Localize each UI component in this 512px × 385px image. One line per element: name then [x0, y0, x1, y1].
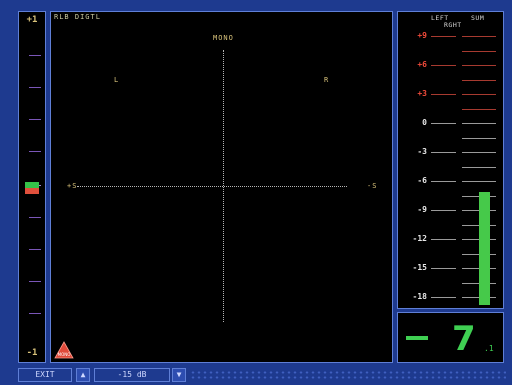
meter-scale-line	[431, 181, 456, 182]
meter-header-sum: SUM	[471, 14, 485, 22]
meter-scale-line	[431, 268, 456, 269]
meter-scale-line	[462, 109, 496, 110]
correlation-bottom-label: -1	[26, 348, 38, 358]
correlation-indicator	[25, 182, 39, 194]
meter-scale-label: +6	[417, 60, 427, 69]
correlation-tick	[29, 151, 41, 152]
meter-scale-line	[431, 239, 456, 240]
meter-header-left: LEFT	[431, 14, 449, 22]
level-readout: 7 .1	[397, 312, 504, 363]
meter-header-right: RGHT	[444, 21, 462, 29]
correlation-tick	[29, 55, 41, 56]
right-channel-label: R	[324, 76, 330, 84]
correlation-indicator-red	[25, 188, 39, 194]
readout-decimal: .1	[484, 344, 494, 353]
meter-scale-label: +9	[417, 31, 427, 40]
side-axis-line	[77, 186, 347, 187]
meter-scale-line	[462, 65, 496, 66]
status-dot-row	[190, 370, 506, 380]
meter-scale-line	[431, 123, 456, 124]
correlation-meter: +1 -1	[18, 11, 46, 363]
minus-s-label: -S	[367, 182, 378, 190]
meter-scale-line	[431, 36, 456, 37]
meter-scale-line	[462, 123, 496, 124]
correlation-tick	[29, 217, 41, 218]
meter-scale-label: -6	[417, 176, 427, 185]
range-up-button[interactable]: ▲	[76, 368, 90, 382]
correlation-indicator-green	[25, 182, 39, 188]
meter-scale-line	[462, 51, 496, 52]
range-down-button[interactable]: ▼	[172, 368, 186, 382]
meter-scale-line	[431, 94, 456, 95]
sum-level-bar	[479, 192, 490, 305]
meter-scale-label: -12	[412, 234, 427, 243]
plus-s-label: +S	[67, 182, 78, 190]
readout-value: 7	[452, 319, 476, 359]
readout-sign	[406, 336, 428, 340]
meter-scale-line	[431, 297, 456, 298]
mono-badge-text: MONO	[58, 352, 71, 357]
correlation-tick	[29, 119, 41, 120]
meter-scale-line	[462, 152, 496, 153]
scope-title: RLB DIGTL	[54, 13, 101, 21]
meter-scale-line	[462, 181, 496, 182]
meter-scale-line	[462, 94, 496, 95]
mono-warning-icon: MONO	[54, 341, 74, 359]
correlation-top-label: +1	[26, 15, 38, 25]
correlation-tick	[29, 281, 41, 282]
correlation-tick	[29, 87, 41, 88]
meter-scale-label: -15	[412, 263, 427, 272]
meter-scale-line	[462, 167, 496, 168]
meter-scale-label: -9	[417, 205, 427, 214]
meter-scale-label: -3	[417, 147, 427, 156]
vectorscope-panel: RLB DIGTL MONO L R +S -S MONO	[50, 11, 393, 363]
meter-scale-line	[431, 210, 456, 211]
meter-scale-label: +3	[417, 89, 427, 98]
meter-scale-line	[431, 65, 456, 66]
meter-scale-line	[462, 138, 496, 139]
range-display: -15 dB	[94, 368, 170, 382]
meter-scale-label: 0	[422, 118, 427, 127]
meter-scale-line	[462, 36, 496, 37]
level-meter-panel: LEFT SUM RGHT +9 +6 +3 0 -3 -6 -9 -12 -15 -18	[397, 11, 504, 309]
left-channel-label: L	[114, 76, 120, 84]
correlation-tick	[29, 249, 41, 250]
meter-scale-label: -18	[412, 292, 427, 301]
mono-axis-label: MONO	[213, 34, 234, 42]
exit-button[interactable]: EXIT	[18, 368, 72, 382]
meter-scale-line	[462, 80, 496, 81]
meter-scale-line	[431, 152, 456, 153]
correlation-tick	[29, 313, 41, 314]
